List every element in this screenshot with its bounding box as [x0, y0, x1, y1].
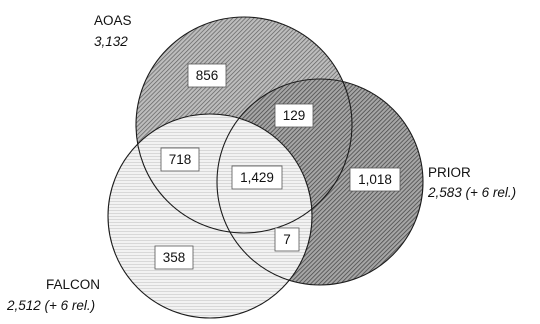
falcon-circle — [107, 113, 313, 319]
region-falcon-only: 358 — [154, 245, 194, 270]
region-prior-only-value: 1,018 — [358, 172, 392, 187]
region-aoas-only-value: 856 — [196, 68, 219, 83]
prior-count: 2,583 (+ 6 rel.) — [427, 185, 516, 200]
aoas-count: 3,132 — [94, 34, 128, 49]
region-all-three: 1,429 — [231, 165, 283, 190]
falcon-label: FALCON — [46, 277, 100, 292]
aoas-label: AOAS — [94, 13, 132, 28]
region-aoas-falcon: 718 — [160, 147, 200, 172]
aoas-circle — [135, 16, 353, 234]
region-falcon-prior: 7 — [274, 227, 300, 252]
region-aoas-prior: 129 — [274, 103, 314, 128]
region-prior-only: 1,018 — [349, 167, 401, 192]
falcon-count: 2,512 (+ 6 rel.) — [6, 298, 95, 313]
prior-label: PRIOR — [428, 165, 471, 180]
region-aoas-prior-value: 129 — [283, 108, 306, 123]
falcon-circle-fill — [108, 114, 312, 318]
region-falcon-only-value: 358 — [163, 250, 186, 265]
region-all-three-value: 1,429 — [240, 170, 274, 185]
prior-circle — [216, 78, 424, 286]
region-falcon-prior-value: 7 — [283, 232, 291, 247]
region-aoas-only: 856 — [187, 63, 227, 88]
region-aoas-falcon-value: 718 — [169, 152, 192, 167]
